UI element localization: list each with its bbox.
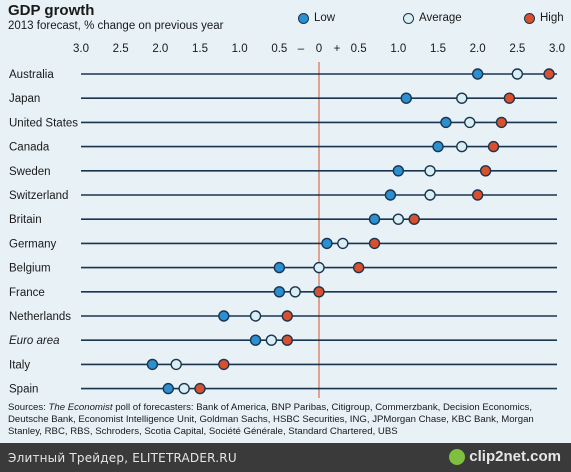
low-marker (368, 213, 381, 225)
country-label: Spain (9, 384, 38, 396)
low-marker (432, 140, 444, 153)
low-marker (321, 237, 333, 250)
country-label: Sweden (9, 166, 51, 178)
average-marker (424, 165, 436, 177)
high-marker (281, 310, 293, 322)
low-marker (384, 189, 397, 201)
country-label: France (9, 287, 45, 299)
high-marker (503, 92, 516, 104)
high-marker (368, 237, 381, 250)
chart-panel: GDP growth 2013 forecast, % change on pr… (0, 0, 571, 443)
low-marker (218, 310, 230, 322)
legend-average-label: Average (419, 12, 462, 24)
country-label: Germany (9, 238, 57, 250)
x-tick-label: 2.0 (152, 43, 168, 55)
average-marker (456, 140, 468, 153)
sources-note: Sources: The Economist poll of forecaste… (8, 402, 563, 438)
legend-low-marker (298, 12, 309, 24)
country-label: Euro area (9, 335, 60, 347)
average-marker (464, 116, 476, 129)
x-tick-label: – (298, 43, 305, 55)
x-tick-label: 3.0 (549, 43, 565, 55)
average-marker (511, 68, 524, 80)
x-tick-label: 1.0 (232, 43, 248, 55)
average-marker (178, 382, 190, 395)
sources-name: The Economist (48, 402, 113, 413)
average-marker (289, 286, 301, 298)
low-marker (471, 68, 484, 80)
high-marker (218, 358, 230, 371)
x-tick-label: 1.5 (430, 43, 446, 55)
average-marker (424, 189, 436, 201)
x-tick-label: 2.0 (470, 43, 486, 55)
country-label: Switzerland (9, 190, 68, 202)
x-tick-label: 1.0 (390, 43, 406, 55)
clip2net-logo-icon (449, 448, 466, 465)
high-marker (543, 68, 555, 80)
sources-prefix: Sources: (8, 402, 49, 413)
x-tick-label: 2.5 (113, 43, 129, 55)
footer-site-text: Элитный Трейдер, ELITETRADER.RU (8, 451, 237, 465)
average-marker (249, 310, 262, 322)
country-label: Japan (9, 93, 40, 105)
high-marker (194, 382, 206, 395)
legend-low-label: Low (314, 12, 336, 24)
legend-high-marker (524, 12, 535, 24)
sources-text: poll of forecasters: Bank of America, BN… (8, 402, 534, 437)
high-marker (487, 140, 500, 153)
average-marker (337, 237, 349, 250)
legend-average: Average (403, 12, 462, 24)
country-label: Canada (9, 142, 50, 154)
high-marker (313, 286, 325, 298)
country-label: Belgium (9, 263, 51, 275)
high-marker (408, 213, 420, 225)
country-label: Australia (9, 69, 54, 81)
average-marker (456, 92, 468, 104)
x-tick-label: + (334, 43, 341, 55)
country-label: Netherlands (9, 311, 71, 323)
footer-bar: Элитный Трейдер, ELITETRADER.RU clip2net… (0, 443, 571, 472)
legend-high-label: High (540, 12, 564, 24)
high-marker (495, 116, 508, 129)
average-marker (265, 334, 278, 346)
high-marker (352, 261, 365, 274)
low-marker (400, 92, 412, 104)
x-tick-label: 1.5 (192, 43, 208, 55)
low-marker (249, 334, 262, 346)
legend-average-marker (403, 12, 414, 24)
country-label: United States (9, 117, 78, 129)
low-marker (440, 116, 452, 129)
average-marker (170, 358, 182, 371)
country-label: Italy (9, 359, 30, 371)
low-marker (146, 358, 159, 371)
chart-subtitle: 2013 forecast, % change on previous year (8, 20, 224, 32)
country-label: Britain (9, 214, 42, 226)
chart-title: GDP growth (8, 2, 95, 19)
high-marker (281, 334, 293, 346)
low-marker (273, 286, 286, 298)
x-tick-label: 0.5 (271, 43, 287, 55)
high-marker (471, 189, 484, 201)
average-marker (392, 213, 405, 225)
x-tick-label: 3.0 (73, 43, 89, 55)
x-tick-label: 2.5 (509, 43, 525, 55)
legend-high: High (524, 12, 564, 24)
average-marker (313, 261, 325, 274)
low-marker (273, 261, 286, 274)
x-tick-label: 0.5 (351, 43, 367, 55)
footer-logo[interactable]: clip2net.com (449, 448, 561, 465)
gdp-dot-plot: 3.0 2.5 2.0 1.5 1.0 0.5–0 +0.5 1.0 1.5 2.0 2.5 3.0A… (9, 43, 565, 398)
low-marker (392, 165, 405, 177)
high-marker (479, 165, 492, 177)
legend-low: Low (298, 12, 335, 24)
x-tick-label: 0 (316, 43, 322, 55)
low-marker (162, 382, 174, 395)
footer-logo-text: clip2net.com (469, 448, 561, 465)
